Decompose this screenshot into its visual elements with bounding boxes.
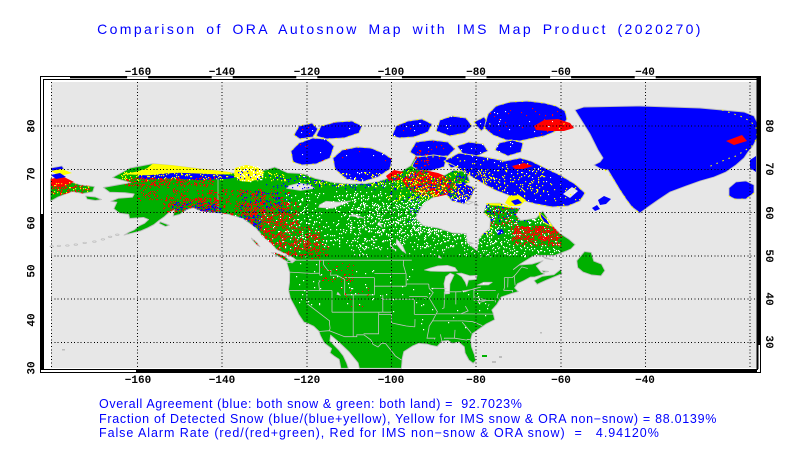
- svg-text:80: 80: [762, 119, 774, 132]
- svg-text:50: 50: [27, 264, 39, 277]
- svg-text:30: 30: [762, 335, 774, 348]
- svg-text:−40: −40: [635, 375, 655, 387]
- svg-text:60: 60: [762, 206, 774, 219]
- svg-text:70: 70: [27, 167, 39, 180]
- svg-text:−140: −140: [209, 67, 235, 79]
- svg-text:−100: −100: [378, 375, 404, 387]
- svg-text:50: 50: [762, 249, 774, 262]
- svg-text:−40: −40: [635, 67, 655, 79]
- svg-text:−60: −60: [551, 67, 571, 79]
- svg-text:−120: −120: [294, 375, 320, 387]
- svg-text:40: 40: [762, 292, 774, 305]
- svg-text:−80: −80: [466, 67, 486, 79]
- svg-text:−160: −160: [125, 375, 151, 387]
- svg-text:80: 80: [27, 119, 39, 132]
- svg-text:−100: −100: [378, 67, 404, 79]
- svg-text:−120: −120: [294, 67, 320, 79]
- svg-text:−80: −80: [466, 375, 486, 387]
- svg-text:30: 30: [27, 361, 39, 374]
- svg-text:−140: −140: [209, 375, 235, 387]
- svg-text:−60: −60: [551, 375, 571, 387]
- svg-text:−160: −160: [125, 67, 151, 79]
- svg-text:60: 60: [27, 216, 39, 229]
- svg-text:40: 40: [27, 313, 39, 326]
- svg-text:70: 70: [762, 162, 774, 175]
